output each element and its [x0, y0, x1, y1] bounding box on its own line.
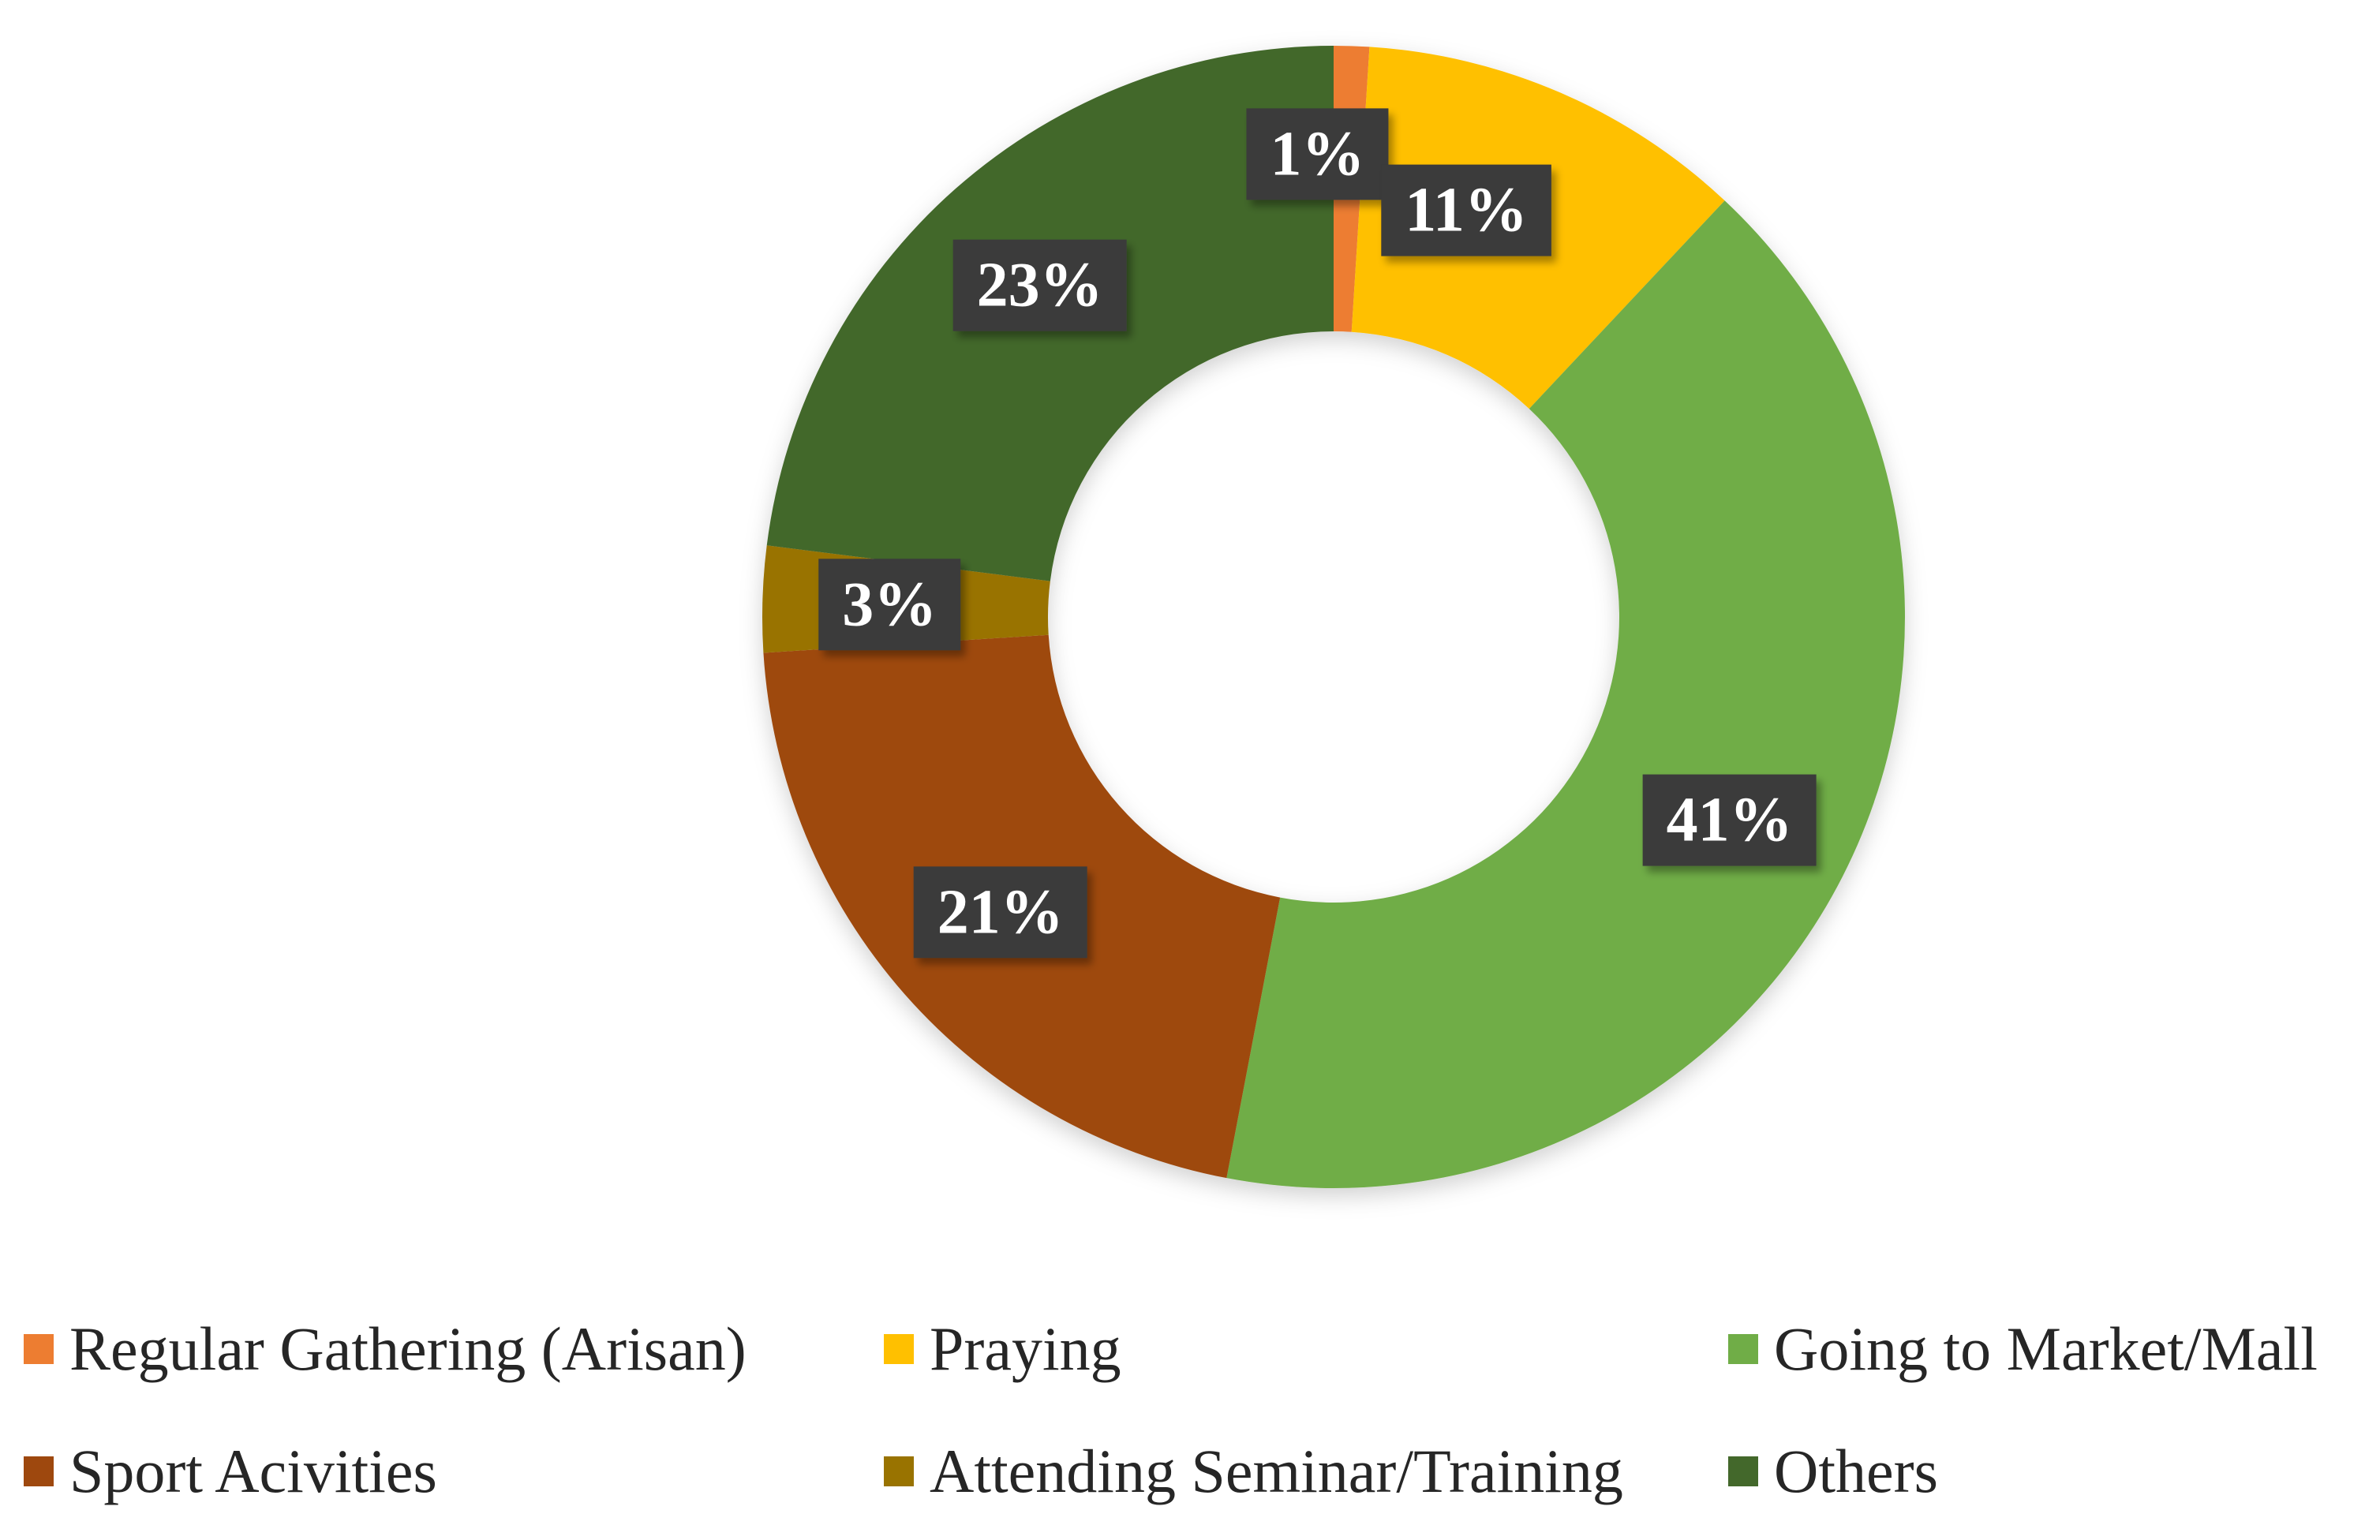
- legend-swatch-sport: [24, 1456, 54, 1486]
- legend-label-praying: Praying: [930, 1314, 1121, 1383]
- legend-item-regular-gathering: Regular Gathering (Arisan): [24, 1310, 747, 1389]
- legend-label-others: Others: [1774, 1437, 1938, 1505]
- slice-going-to-market-mall: [1226, 200, 1905, 1188]
- data-label-attending-seminar-training: 3%: [818, 559, 961, 651]
- data-label-box-others: [952, 239, 1127, 331]
- data-label-text-others: 23%: [977, 251, 1103, 320]
- data-label-box-regular-gathering-arisan: [1246, 108, 1389, 200]
- data-label-going-to-market-mall: 41%: [1642, 774, 1817, 866]
- data-label-others: 23%: [952, 239, 1127, 331]
- legend-label-seminar: Attending Seminar/Training: [930, 1437, 1623, 1505]
- legend-swatch-others: [1728, 1456, 1758, 1486]
- legend-item-sport: Sport Acivities: [24, 1432, 437, 1511]
- data-label-box-going-to-market-mall: [1642, 774, 1817, 866]
- legend-item-praying: Praying: [884, 1310, 1121, 1389]
- data-label-text-going-to-market-mall: 41%: [1667, 786, 1793, 855]
- data-label-praying: 11%: [1381, 164, 1551, 256]
- legend-swatch-market-mall: [1728, 1334, 1758, 1364]
- data-label-text-attending-seminar-training: 3%: [842, 570, 937, 639]
- legend-item-others: Others: [1728, 1432, 1938, 1511]
- legend-label-regular-gathering: Regular Gathering (Arisan): [69, 1314, 747, 1383]
- legend-item-seminar: Attending Seminar/Training: [884, 1432, 1623, 1511]
- legend-label-sport: Sport Acivities: [69, 1437, 437, 1505]
- data-label-box-attending-seminar-training: [818, 559, 961, 651]
- legend-item-market-mall: Going to Market/Mall: [1728, 1310, 2318, 1389]
- data-label-box-sport-acivities: [913, 866, 1087, 959]
- legend-swatch-regular-gathering: [24, 1334, 54, 1364]
- data-label-text-sport-acivities: 21%: [937, 877, 1064, 947]
- legend-label-market-mall: Going to Market/Mall: [1774, 1314, 2318, 1383]
- data-label-sport-acivities: 21%: [913, 866, 1087, 959]
- data-labels-group: 1% 11% 41% 21% 3% 23%: [818, 108, 1817, 959]
- data-label-regular-gathering-arisan: 1%: [1246, 108, 1389, 200]
- legend-swatch-seminar: [884, 1456, 914, 1486]
- legend-swatch-praying: [884, 1334, 914, 1364]
- legend: Regular Gathering (Arisan) Praying Going…: [0, 1294, 2380, 1531]
- data-label-box-praying: [1381, 164, 1551, 256]
- data-label-text-praying: 11%: [1405, 176, 1528, 245]
- data-label-text-regular-gathering-arisan: 1%: [1270, 119, 1364, 189]
